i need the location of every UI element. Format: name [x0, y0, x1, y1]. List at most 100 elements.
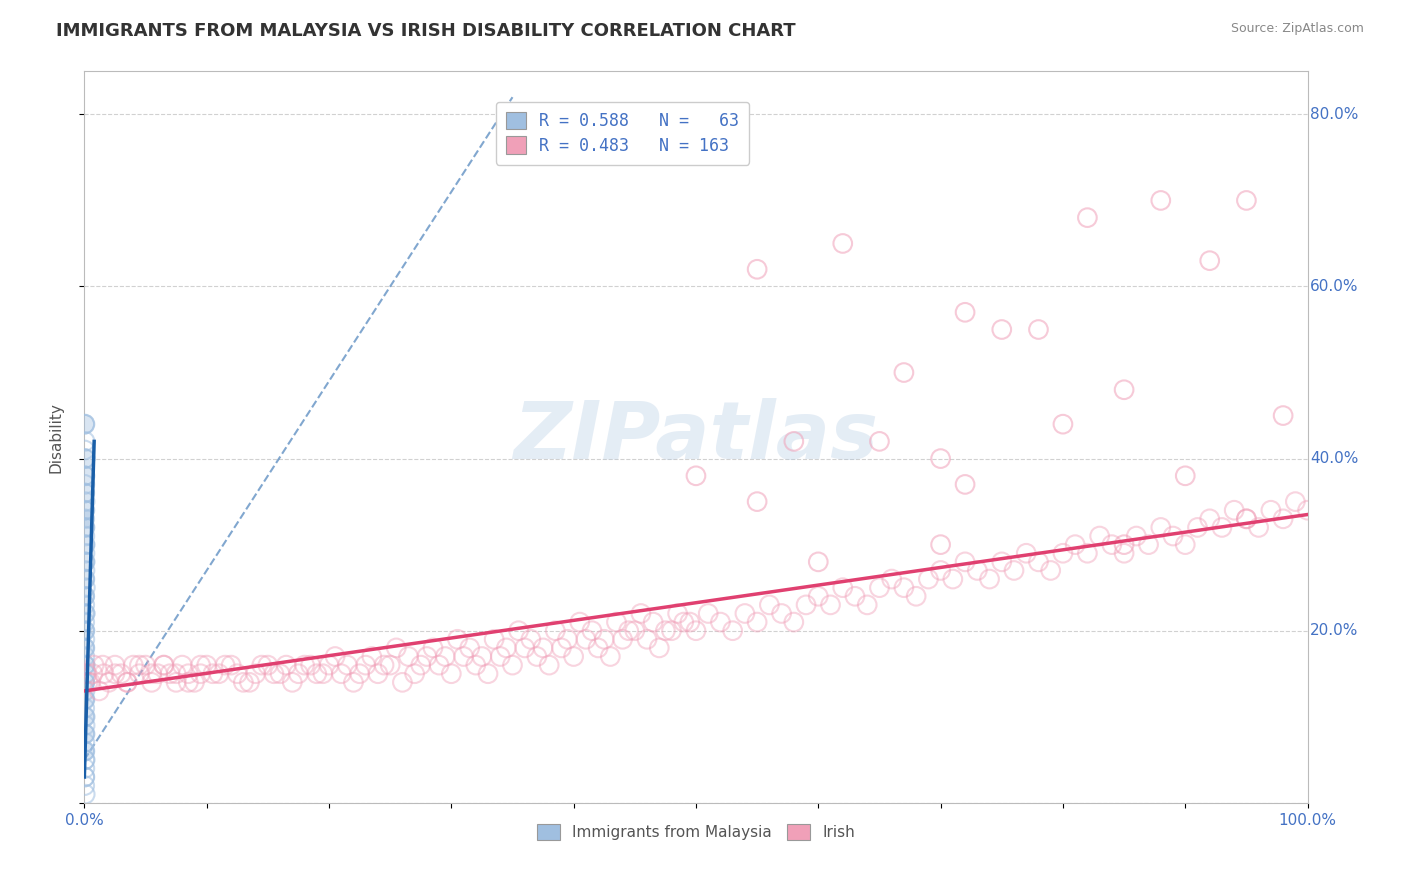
Point [226, 666, 249, 681]
Point [73, 589, 96, 603]
Point [336, 658, 359, 673]
Point [1101, 538, 1123, 552]
Point [575, 632, 598, 647]
Y-axis label: Disability: Disability [49, 401, 63, 473]
Point [73, 640, 96, 655]
Point [73, 744, 96, 758]
Point [1187, 520, 1209, 534]
Point [783, 434, 806, 449]
Text: 20.0%: 20.0% [1310, 624, 1358, 638]
Point [404, 666, 426, 681]
Point [464, 658, 486, 673]
Point [617, 624, 640, 638]
Point [73, 538, 96, 552]
Point [73, 468, 96, 483]
Point [73, 468, 96, 483]
Point [1015, 546, 1038, 560]
Point [172, 658, 194, 673]
Point [422, 640, 444, 655]
Point [917, 572, 939, 586]
Point [385, 640, 408, 655]
Point [73, 555, 96, 569]
Point [783, 615, 806, 629]
Point [489, 649, 512, 664]
Point [502, 658, 524, 673]
Point [128, 666, 150, 681]
Point [1223, 503, 1246, 517]
Point [93, 666, 115, 681]
Point [73, 727, 96, 741]
Point [165, 675, 187, 690]
Point [581, 624, 603, 638]
Point [568, 615, 591, 629]
Point [250, 658, 273, 673]
Point [942, 572, 965, 586]
Point [398, 649, 420, 664]
Point [257, 658, 280, 673]
Point [146, 666, 169, 681]
Point [679, 615, 702, 629]
Point [434, 649, 457, 664]
Point [1161, 529, 1184, 543]
Point [508, 624, 530, 638]
Point [1028, 322, 1050, 336]
Point [1052, 417, 1074, 432]
Point [73, 770, 96, 784]
Point [648, 640, 671, 655]
Point [991, 322, 1014, 336]
Point [807, 555, 830, 569]
Point [1150, 520, 1173, 534]
Point [495, 640, 517, 655]
Point [1272, 512, 1295, 526]
Point [1174, 468, 1197, 483]
Point [685, 468, 707, 483]
Point [75, 607, 97, 621]
Point [1236, 512, 1258, 526]
Point [73, 520, 96, 534]
Point [471, 649, 494, 664]
Point [586, 640, 609, 655]
Point [190, 666, 212, 681]
Point [1076, 211, 1098, 225]
Point [1002, 564, 1025, 578]
Point [318, 658, 340, 673]
Point [75, 658, 97, 673]
Point [953, 477, 976, 491]
Point [79, 675, 101, 690]
Point [373, 658, 395, 673]
Point [636, 632, 658, 647]
Point [75, 666, 97, 681]
Point [153, 658, 176, 673]
Point [190, 658, 212, 673]
Point [75, 451, 97, 466]
Point [697, 607, 720, 621]
Point [1150, 194, 1173, 208]
Point [1137, 538, 1160, 552]
Point [73, 468, 96, 483]
Point [1198, 253, 1220, 268]
Point [893, 581, 915, 595]
Point [73, 417, 96, 432]
Point [73, 589, 96, 603]
Point [73, 538, 96, 552]
Point [269, 666, 291, 681]
Point [440, 666, 463, 681]
Point [929, 451, 952, 466]
Point [654, 624, 676, 638]
Point [232, 675, 254, 690]
Point [75, 434, 97, 449]
Point [73, 503, 96, 517]
Point [73, 649, 96, 664]
Point [538, 658, 561, 673]
Point [1272, 409, 1295, 423]
Point [287, 666, 309, 681]
Point [1114, 383, 1136, 397]
Point [73, 520, 96, 534]
Point [73, 675, 96, 690]
Point [75, 658, 97, 673]
Point [82, 666, 104, 681]
Point [73, 451, 96, 466]
Point [416, 649, 439, 664]
Point [73, 538, 96, 552]
Point [104, 666, 127, 681]
